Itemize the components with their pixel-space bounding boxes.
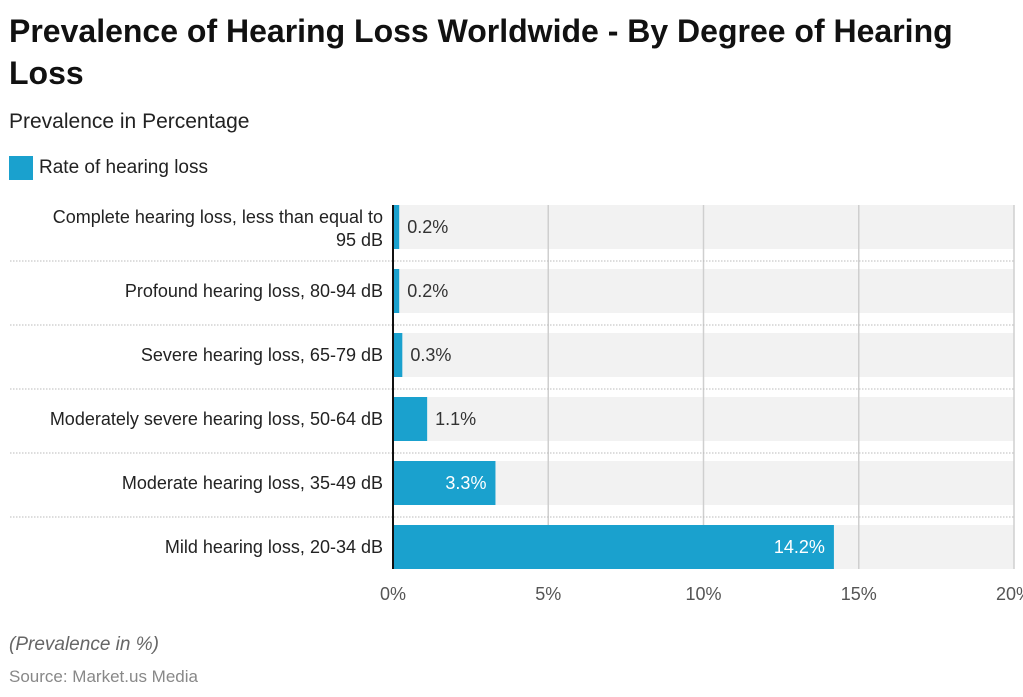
legend: Rate of hearing loss (9, 156, 208, 180)
category-label: Mild hearing loss, 20-34 dB (165, 537, 383, 557)
category-label: Profound hearing loss, 80-94 dB (125, 281, 383, 301)
bar (393, 333, 403, 377)
legend-swatch (9, 156, 33, 180)
x-tick-label: 20% (996, 584, 1023, 604)
category-label: Severe hearing loss, 65-79 dB (141, 345, 383, 365)
bar (393, 461, 496, 505)
chart-source: Source: Market.us Media (9, 667, 198, 686)
data-label: 0.3% (410, 345, 451, 365)
bar (393, 205, 400, 249)
category-label: Moderate hearing loss, 35-49 dB (122, 473, 383, 493)
category-label: Moderately severe hearing loss, 50-64 dB (50, 409, 383, 429)
chart-note: (Prevalence in %) (9, 634, 159, 655)
legend-label: Rate of hearing loss (39, 157, 208, 178)
chart-subtitle: Prevalence in Percentage (9, 110, 250, 133)
data-label: 3.3% (445, 473, 486, 493)
bar (393, 397, 428, 441)
bar (393, 525, 834, 569)
x-tick-label: 5% (535, 584, 561, 604)
chart-title: Prevalence of Hearing Loss Worldwide - B… (9, 13, 953, 91)
category-label: Complete hearing loss, less than equal t… (53, 207, 383, 250)
data-label: 0.2% (407, 281, 448, 301)
x-tick-label: 15% (841, 584, 877, 604)
data-label: 0.2% (407, 217, 448, 237)
data-label: 1.1% (435, 409, 476, 429)
bar (393, 269, 400, 313)
data-label: 14.2% (774, 537, 825, 557)
x-tick-label: 0% (380, 584, 406, 604)
x-tick-label: 10% (685, 584, 721, 604)
